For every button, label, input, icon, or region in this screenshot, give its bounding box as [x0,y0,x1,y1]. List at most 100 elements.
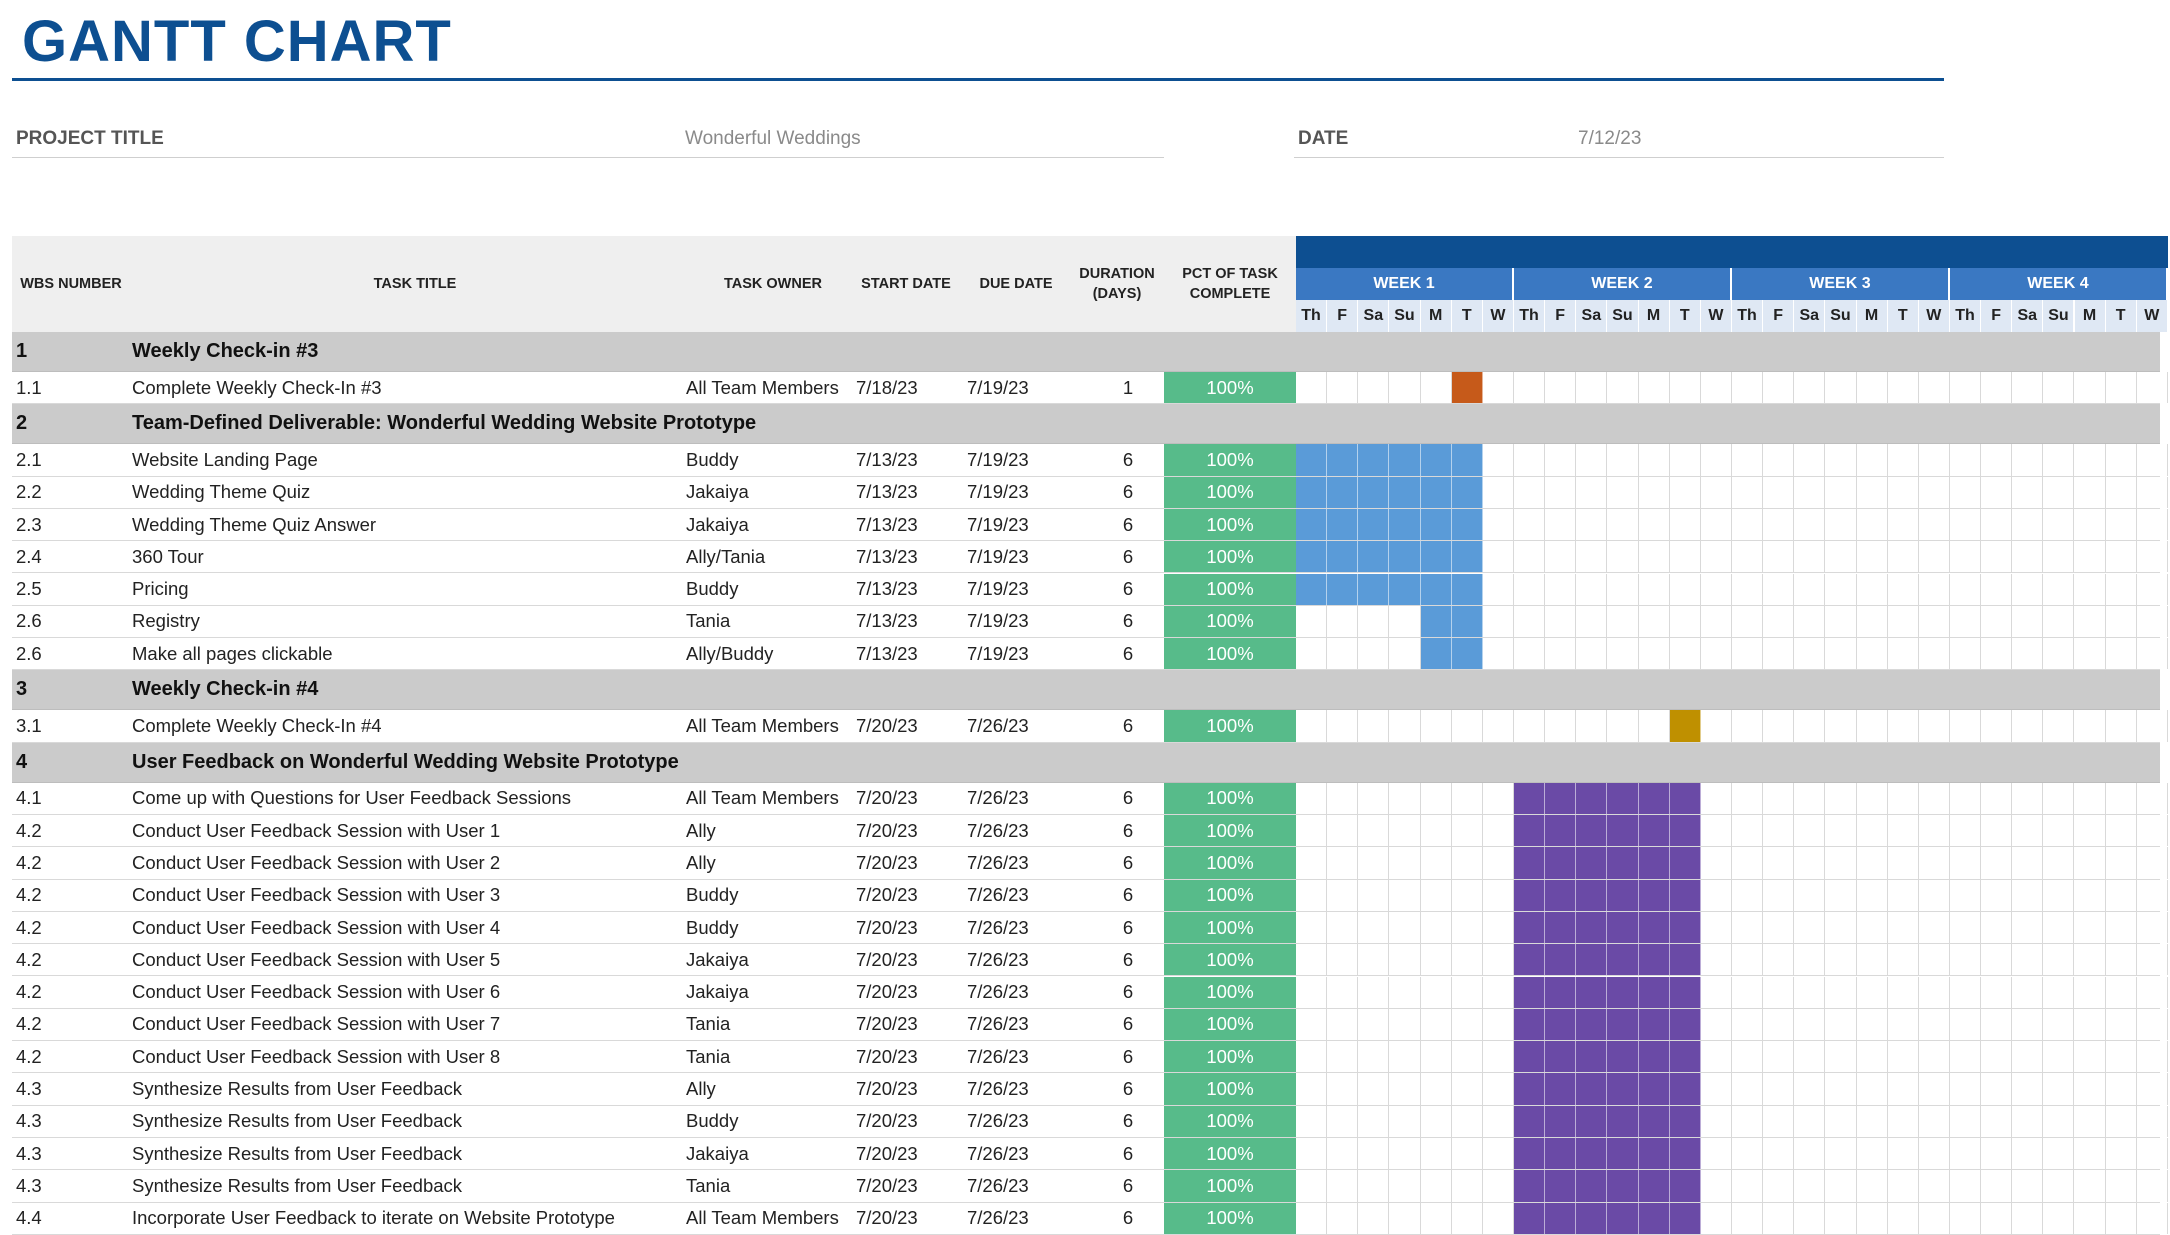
timeline-cell[interactable] [1483,782,1514,814]
timeline-cell[interactable] [2012,710,2044,742]
timeline-cell[interactable] [1545,638,1577,670]
timeline-bar-cell[interactable] [1669,1105,1701,1137]
timeline-bar-cell[interactable] [1420,638,1452,670]
due-date[interactable]: 7/26/23 [967,1110,1029,1132]
task-owner[interactable]: Buddy [686,578,739,600]
timeline-cell[interactable] [1825,1008,1857,1041]
timeline-cell[interactable] [2137,1138,2168,1170]
task-row[interactable]: 4.3 Synthesize Results from User Feedback… [12,1073,2168,1106]
timeline-cell[interactable] [1794,782,1826,814]
date-value[interactable]: 7/12/23 [1578,128,1642,149]
timeline-cell[interactable] [1514,372,1546,404]
timeline-cell[interactable] [1607,508,1639,541]
timeline-cell[interactable] [1701,476,1732,508]
timeline-cell[interactable] [1483,976,1514,1008]
timeline-cell[interactable] [2137,605,2168,638]
timeline-bar-cell[interactable] [1607,815,1639,847]
start-date[interactable]: 7/13/23 [856,513,918,535]
due-date[interactable]: 7/26/23 [967,1045,1029,1067]
timeline-cell[interactable] [2075,444,2106,476]
timeline-bar-cell[interactable] [1576,944,1608,976]
task-row[interactable]: 2.6 Registry Tania 7/13/23 7/19/23 6 100% [12,605,2168,639]
timeline-cell[interactable] [1919,1073,1950,1105]
task-title[interactable]: Synthesize Results from User Feedback [132,1110,463,1132]
timeline-cell[interactable] [2137,541,2168,573]
due-date[interactable]: 7/19/23 [967,578,1029,600]
timeline-cell[interactable] [2043,1105,2075,1137]
timeline-cell[interactable] [1825,815,1857,847]
timeline-cell[interactable] [1514,605,1546,638]
timeline-cell[interactable] [1825,605,1857,638]
timeline-cell[interactable] [1670,605,1701,638]
timeline-cell[interactable] [2137,911,2168,944]
timeline-cell[interactable] [1950,782,1982,814]
timeline-cell[interactable] [2106,541,2137,573]
timeline-cell[interactable] [1452,1008,1483,1041]
task-owner[interactable]: Ally [686,1078,716,1100]
timeline-cell[interactable] [2043,372,2075,404]
timeline-bar-cell[interactable] [1638,1008,1670,1041]
timeline-cell[interactable] [1888,879,1919,911]
duration[interactable]: 6 [1122,481,1134,503]
timeline-cell[interactable] [1296,847,1328,879]
timeline-cell[interactable] [2012,976,2044,1008]
duration[interactable]: 6 [1122,787,1134,809]
task-owner[interactable]: All Team Members [686,715,839,737]
timeline-bar-cell[interactable] [1669,815,1701,847]
timeline-cell[interactable] [1421,847,1452,879]
timeline-cell[interactable] [1919,1170,1950,1202]
timeline-cell[interactable] [1794,1008,1826,1041]
timeline-cell[interactable] [1763,573,1795,605]
timeline-cell[interactable] [2043,944,2075,976]
timeline-cell[interactable] [1825,847,1857,879]
timeline-bar-cell[interactable] [1296,476,1328,508]
timeline-cell[interactable] [1483,815,1514,847]
timeline-cell[interactable] [1919,976,1950,1008]
timeline-cell[interactable] [1981,476,2013,508]
duration[interactable]: 1 [1122,376,1134,398]
timeline-cell[interactable] [1576,372,1608,404]
timeline-cell[interactable] [1452,710,1483,742]
timeline-bar-cell[interactable] [1638,782,1670,814]
timeline-cell[interactable] [2137,444,2168,476]
timeline-cell[interactable] [1545,372,1577,404]
timeline-bar-cell[interactable] [1327,476,1359,508]
timeline-cell[interactable] [1701,1170,1732,1202]
start-date[interactable]: 7/20/23 [856,1013,918,1035]
task-owner[interactable]: Tania [686,1174,731,1196]
timeline-cell[interactable] [1794,1170,1826,1202]
timeline-cell[interactable] [1296,1105,1328,1137]
timeline-cell[interactable] [1483,372,1514,404]
timeline-cell[interactable] [1701,944,1732,976]
timeline-cell[interactable] [1358,710,1390,742]
timeline-cell[interactable] [2012,1041,2044,1073]
timeline-cell[interactable] [2012,476,2044,508]
task-owner[interactable]: All Team Members [686,1207,839,1229]
timeline-bar-cell[interactable] [1669,782,1701,814]
timeline-cell[interactable] [2012,782,2044,814]
task-title[interactable]: Registry [132,610,200,632]
timeline-cell[interactable] [2075,782,2106,814]
timeline-cell[interactable] [2075,1073,2106,1105]
duration[interactable]: 6 [1122,819,1134,841]
due-date[interactable]: 7/26/23 [967,948,1029,970]
timeline-cell[interactable] [1701,372,1732,404]
pct-complete[interactable]: 100% [1164,944,1296,976]
timeline-cell[interactable] [2075,1202,2106,1234]
timeline-cell[interactable] [2043,782,2075,814]
timeline-bar-cell[interactable] [1389,573,1421,605]
timeline-cell[interactable] [1483,1170,1514,1202]
timeline-cell[interactable] [1919,444,1950,476]
timeline-cell[interactable] [1919,541,1950,573]
timeline-cell[interactable] [1950,444,1982,476]
timeline-cell[interactable] [1888,1073,1919,1105]
timeline-cell[interactable] [1639,710,1670,742]
timeline-cell[interactable] [1763,476,1795,508]
timeline-bar-cell[interactable] [1576,1073,1608,1105]
pct-complete[interactable]: 100% [1164,508,1296,541]
pct-complete[interactable]: 100% [1164,573,1296,605]
task-row[interactable]: 4.2 Conduct User Feedback Session with Us… [12,1041,2168,1074]
task-title[interactable]: Website Landing Page [132,448,318,470]
timeline-cell[interactable] [1857,815,1888,847]
timeline-cell[interactable] [1763,1041,1795,1073]
